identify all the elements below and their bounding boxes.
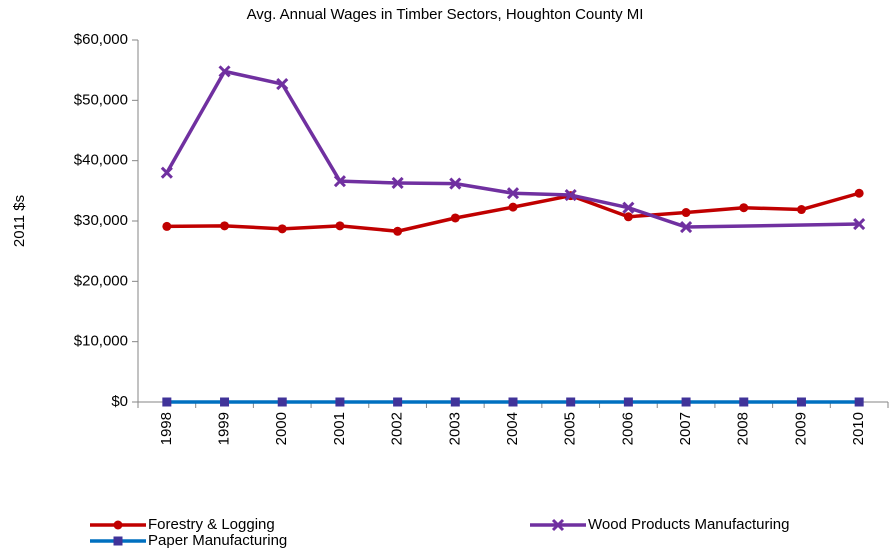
x-tick-label: 2009 (792, 412, 809, 445)
x-tick-label: 2005 (562, 412, 579, 445)
marker (506, 187, 520, 200)
x-tick-label: 2006 (619, 412, 636, 445)
x-tick-label: 1998 (158, 412, 175, 445)
x-tick-label: 2008 (735, 412, 752, 445)
y-tick-label: $0 (111, 393, 128, 410)
marker (333, 175, 346, 188)
x-tick-label: 2010 (850, 412, 867, 445)
marker (393, 397, 403, 407)
marker (854, 397, 864, 407)
marker (566, 397, 576, 407)
marker (622, 201, 635, 214)
marker (796, 397, 806, 407)
marker (623, 212, 633, 222)
marker (450, 397, 460, 407)
x-tick-label: 1999 (216, 412, 233, 445)
y-tick-label: $10,000 (74, 333, 128, 350)
marker (162, 397, 172, 407)
marker (564, 188, 577, 202)
marker (218, 65, 231, 78)
marker (854, 188, 864, 198)
marker (160, 166, 173, 179)
marker (449, 177, 462, 190)
marker (277, 397, 287, 407)
x-tick-label: 2001 (331, 412, 348, 445)
y-tick-label: $20,000 (74, 272, 128, 289)
x-tick-label: 2004 (504, 412, 521, 445)
chart-title: Avg. Annual Wages in Timber Sectors, Hou… (247, 6, 644, 23)
marker (681, 208, 691, 218)
marker (508, 397, 518, 407)
marker (508, 202, 518, 212)
legend-label: Paper Manufacturing (148, 532, 287, 549)
y-tick-label: $50,000 (74, 91, 128, 108)
marker (681, 397, 691, 407)
gap-connector (686, 222, 860, 229)
marker (391, 176, 404, 190)
legend-marker (113, 536, 123, 546)
marker (220, 397, 230, 407)
marker (853, 217, 866, 231)
marker (220, 221, 230, 231)
x-tick-label: 2002 (389, 412, 406, 445)
y-tick-label: $30,000 (74, 212, 128, 229)
marker (393, 226, 403, 236)
marker (450, 213, 460, 223)
marker (739, 203, 749, 213)
marker (162, 221, 172, 231)
y-tick-label: $60,000 (74, 31, 128, 48)
marker (739, 397, 749, 407)
legend-label: Forestry & Logging (148, 516, 275, 533)
marker (680, 220, 693, 234)
legend-marker (113, 520, 123, 530)
legend-label: Wood Products Manufacturing (588, 516, 790, 533)
x-tick-label: 2000 (273, 412, 290, 445)
x-tick-label: 2007 (677, 412, 694, 445)
y-axis-label: 2011 $s (11, 195, 28, 247)
marker (623, 397, 633, 407)
legend-marker (551, 518, 565, 532)
marker (277, 224, 287, 234)
x-tick-label: 2003 (446, 412, 463, 445)
marker (796, 205, 806, 215)
marker (335, 221, 345, 231)
series-line (165, 69, 687, 229)
marker (276, 77, 289, 91)
y-tick-label: $40,000 (74, 152, 128, 169)
marker (335, 397, 345, 407)
